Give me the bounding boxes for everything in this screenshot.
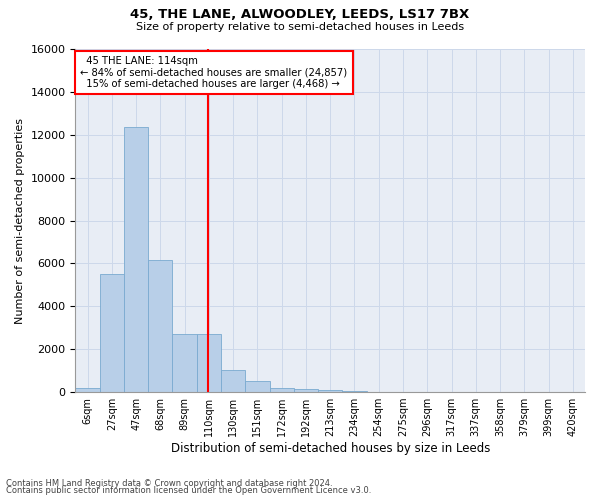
Y-axis label: Number of semi-detached properties: Number of semi-detached properties	[15, 118, 25, 324]
Text: Contains HM Land Registry data © Crown copyright and database right 2024.: Contains HM Land Registry data © Crown c…	[6, 478, 332, 488]
Text: 45, THE LANE, ALWOODLEY, LEEDS, LS17 7BX: 45, THE LANE, ALWOODLEY, LEEDS, LS17 7BX	[130, 8, 470, 20]
Bar	[343, 391, 367, 392]
Bar	[318, 390, 343, 392]
Bar	[197, 334, 221, 392]
X-axis label: Distribution of semi-detached houses by size in Leeds: Distribution of semi-detached houses by …	[170, 442, 490, 455]
Bar	[172, 334, 197, 392]
Bar	[245, 382, 269, 392]
Bar	[100, 274, 124, 392]
Bar	[76, 388, 100, 392]
Bar	[221, 370, 245, 392]
Bar	[124, 128, 148, 392]
Text: Size of property relative to semi-detached houses in Leeds: Size of property relative to semi-detach…	[136, 22, 464, 32]
Bar	[269, 388, 294, 392]
Text: 45 THE LANE: 114sqm
← 84% of semi-detached houses are smaller (24,857)
  15% of : 45 THE LANE: 114sqm ← 84% of semi-detach…	[80, 56, 347, 89]
Bar	[294, 390, 318, 392]
Bar	[148, 260, 172, 392]
Text: Contains public sector information licensed under the Open Government Licence v3: Contains public sector information licen…	[6, 486, 371, 495]
